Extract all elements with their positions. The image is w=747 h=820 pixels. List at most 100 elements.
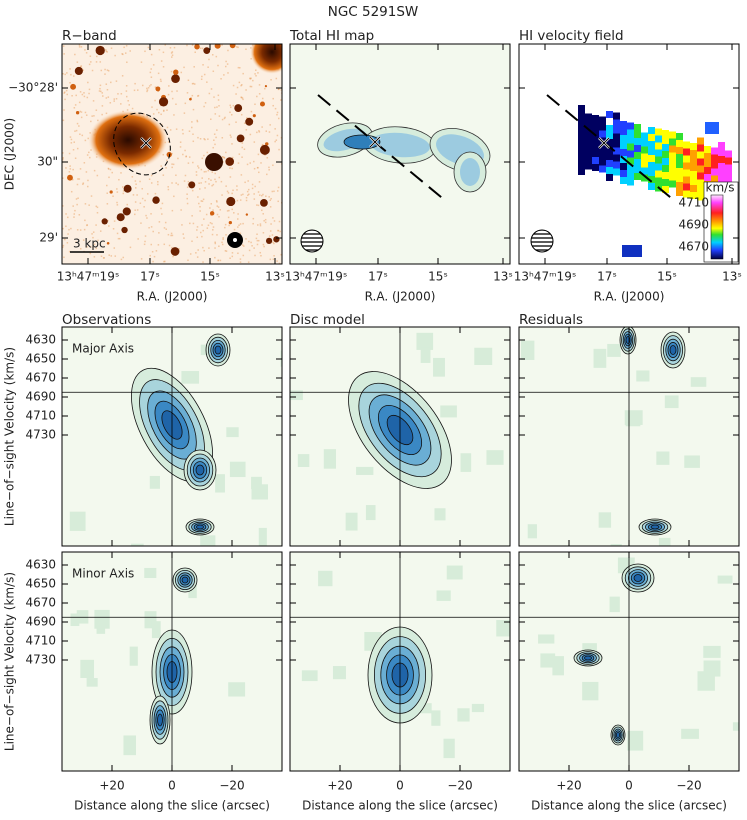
noise — [241, 142, 244, 144]
vf-pixel — [620, 128, 627, 135]
noise — [242, 222, 244, 225]
noise — [230, 114, 233, 116]
noise — [162, 110, 165, 112]
noise-patch — [416, 332, 434, 350]
vf-pixel — [627, 164, 634, 172]
noise — [257, 204, 260, 207]
noise — [219, 259, 222, 262]
noise — [83, 92, 85, 94]
vf-pixel — [585, 127, 592, 135]
noise — [165, 167, 167, 169]
noise — [147, 87, 150, 89]
noise — [200, 78, 203, 81]
vf-pixel — [648, 141, 655, 148]
noise — [129, 50, 131, 52]
noise — [199, 205, 201, 208]
noise — [203, 138, 205, 140]
vf-pixel — [606, 146, 613, 153]
noise — [145, 214, 147, 217]
noise — [171, 90, 173, 93]
noise — [79, 229, 82, 231]
vf-pixel — [599, 158, 606, 166]
noise — [264, 221, 267, 224]
noise — [63, 53, 65, 55]
noise — [240, 84, 242, 87]
noise — [154, 86, 157, 88]
noise — [239, 199, 242, 201]
noise — [199, 138, 202, 140]
x-tick-label: 13ˢ — [493, 270, 513, 284]
noise — [184, 149, 186, 152]
noise — [264, 87, 266, 90]
vf-pixel — [655, 142, 662, 150]
noise — [280, 89, 282, 91]
noise — [278, 220, 281, 223]
noise — [62, 246, 64, 249]
noise — [171, 209, 174, 212]
vf-pixel — [662, 172, 669, 179]
noise-patch — [70, 613, 80, 627]
noise — [90, 195, 93, 197]
star — [273, 236, 280, 243]
vf-pixel — [697, 172, 704, 180]
noise — [104, 73, 106, 75]
noise — [136, 209, 139, 211]
galaxy-core — [88, 110, 168, 170]
noise — [78, 46, 81, 48]
noise — [106, 69, 109, 71]
vf-pixel — [676, 168, 683, 175]
vf-pixel — [620, 121, 627, 128]
noise-patch — [540, 653, 556, 668]
noise — [71, 95, 73, 97]
noise — [65, 213, 67, 215]
vf-pixel — [634, 131, 641, 138]
noise-patch — [607, 343, 621, 357]
noise — [152, 64, 155, 66]
noise — [106, 203, 109, 205]
noise — [188, 156, 191, 158]
noise — [125, 85, 128, 87]
noise — [268, 166, 270, 169]
noise — [221, 241, 223, 244]
noise — [222, 161, 224, 163]
noise — [211, 222, 213, 225]
noise — [200, 182, 202, 184]
noise — [171, 152, 173, 155]
noise-patch — [656, 451, 670, 465]
noise-patch — [582, 681, 599, 701]
noise — [250, 241, 252, 244]
pv-emission — [650, 524, 660, 530]
noise — [191, 215, 193, 217]
y-tick-label: 4710 — [25, 634, 56, 648]
vf-pixel — [718, 156, 725, 163]
noise — [89, 245, 92, 248]
panel-title: Residuals — [519, 312, 583, 328]
noise — [236, 86, 239, 89]
noise — [166, 109, 168, 111]
vf-pixel — [676, 189, 683, 196]
noise — [256, 233, 258, 236]
noise — [129, 246, 132, 249]
noise — [207, 169, 210, 172]
noise — [262, 213, 264, 215]
noise — [75, 94, 77, 97]
noise — [232, 84, 235, 87]
noise — [177, 183, 179, 186]
noise — [101, 92, 103, 94]
noise-patch — [297, 454, 310, 467]
noise — [273, 220, 276, 222]
noise — [212, 226, 215, 228]
noise — [69, 165, 71, 167]
noise — [135, 183, 137, 185]
pv-emission — [584, 655, 592, 661]
noise — [150, 76, 153, 78]
vf-pixel — [592, 143, 599, 150]
star — [152, 196, 160, 204]
noise — [69, 136, 72, 138]
noise — [74, 53, 76, 56]
vf-pixel — [578, 112, 585, 119]
noise — [74, 209, 76, 212]
noise — [208, 92, 211, 95]
star — [67, 174, 73, 181]
vf-pixel — [592, 122, 599, 129]
